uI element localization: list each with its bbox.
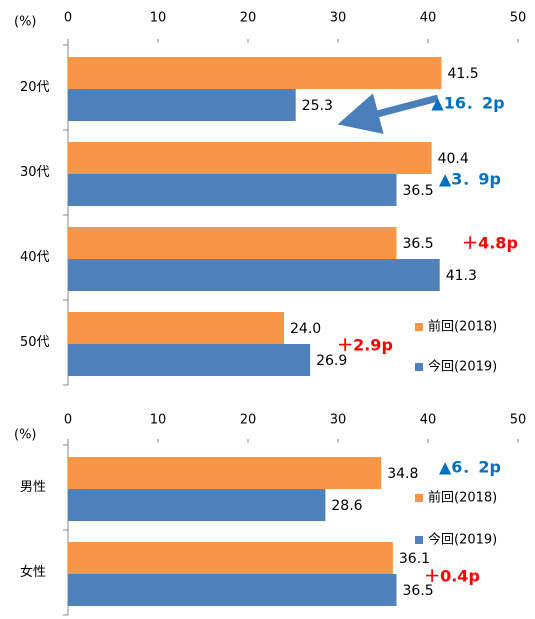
x-tick-label: 20 [240, 11, 257, 26]
x-tick-label: 0 [64, 11, 72, 26]
annotation: ▲16．2p [431, 94, 504, 113]
y-tick-label: 男性 [20, 480, 46, 495]
value-label: 36.5 [403, 583, 434, 599]
arrow [337, 93, 439, 134]
bar [68, 142, 432, 174]
x-tick-label: 40 [420, 11, 437, 26]
x-tick-label: 10 [150, 11, 167, 26]
value-label: 36.1 [399, 551, 430, 567]
unit-label: (%) [14, 15, 37, 30]
value-label: 36.5 [403, 236, 434, 252]
bar [68, 312, 284, 344]
annotation: ▲3．9p [439, 170, 501, 189]
bar [68, 227, 397, 259]
value-label: 28.6 [331, 498, 362, 514]
y-tick-label: 30代 [20, 165, 50, 180]
x-tick-label: 30 [330, 413, 347, 428]
annotation: ＋2.9p [337, 336, 393, 355]
bar [68, 344, 311, 376]
annotation: ＋4.8p [462, 234, 518, 253]
legend-swatch [415, 494, 423, 502]
bar [68, 489, 326, 521]
value-label: 41.3 [446, 268, 477, 284]
bar [68, 574, 397, 606]
bar [68, 57, 442, 89]
x-tick-label: 50 [510, 11, 527, 26]
legend-label: 前回(2018) [428, 319, 497, 335]
value-label: 41.5 [448, 66, 479, 82]
y-tick-label: 50代 [20, 335, 50, 350]
legend-label: 前回(2018) [428, 490, 497, 506]
value-label: 36.5 [403, 183, 434, 199]
annotation: ▲6．2p [439, 458, 501, 477]
bar [68, 259, 440, 291]
value-label: 24.0 [290, 321, 321, 337]
x-tick-label: 30 [330, 11, 347, 26]
x-tick-label: 10 [150, 413, 167, 428]
legend-label: 今回(2019) [428, 532, 497, 548]
x-tick-label: 20 [240, 413, 257, 428]
legend-swatch [415, 323, 423, 331]
bar [68, 457, 382, 489]
y-tick-label: 20代 [20, 80, 50, 95]
bar [68, 542, 393, 574]
x-tick-label: 0 [64, 413, 72, 428]
value-label: 40.4 [438, 151, 469, 167]
annotation: ＋0.4p [424, 567, 480, 586]
y-tick-label: 40代 [20, 250, 50, 265]
value-label: 26.9 [316, 353, 347, 369]
y-tick-label: 女性 [20, 564, 46, 580]
bar [68, 174, 397, 206]
legend-swatch [415, 363, 423, 371]
x-tick-label: 40 [420, 413, 437, 428]
legend-swatch [415, 536, 423, 544]
legend-label: 今回(2019) [428, 359, 497, 375]
bar [68, 89, 296, 121]
x-tick-label: 50 [510, 413, 527, 428]
value-label: 34.8 [387, 466, 418, 482]
value-label: 25.3 [302, 98, 333, 114]
unit-label: (%) [14, 428, 37, 443]
